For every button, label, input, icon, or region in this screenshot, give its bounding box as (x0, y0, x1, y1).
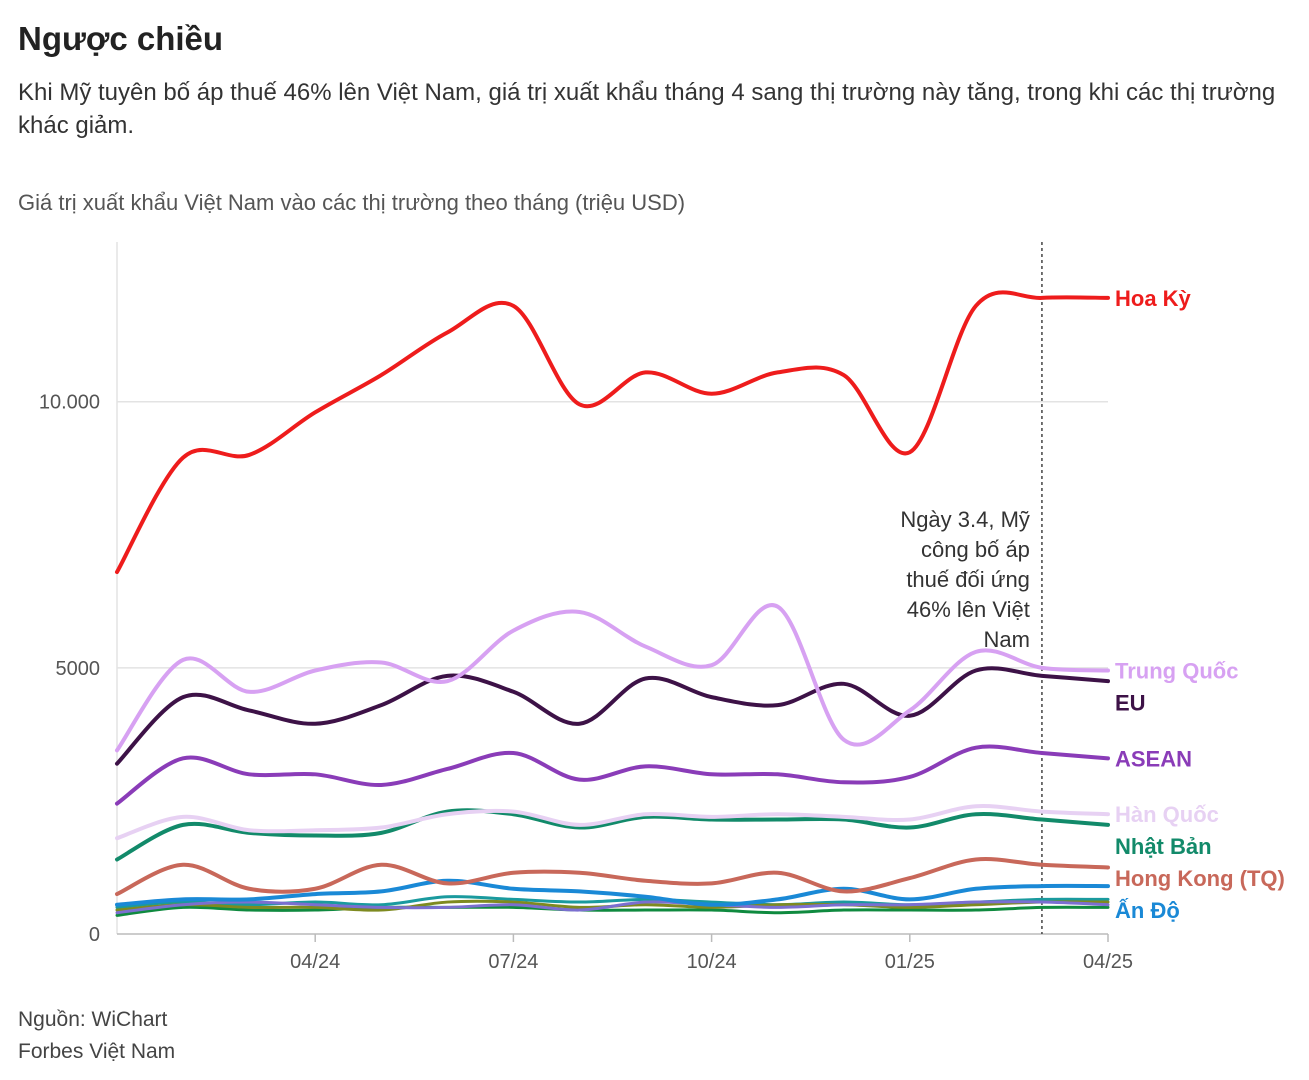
series-label: Hoa Kỳ (1115, 286, 1192, 311)
series-label: Hàn Quốc (1115, 802, 1219, 827)
series-label: ASEAN (1115, 746, 1192, 771)
series-line (115, 857, 1110, 897)
x-tick-label: 04/24 (290, 951, 340, 973)
series-label: Nhật Bản (1115, 834, 1212, 859)
series-label: Hong Kong (TQ) (1115, 866, 1285, 891)
series-line (115, 878, 1110, 907)
publisher-text: Forbes Việt Nam (18, 1040, 176, 1063)
series-line (115, 744, 1110, 806)
series-label: EU (1115, 691, 1146, 716)
x-tick-label: 10/24 (687, 951, 737, 973)
x-tick-label: 04/25 (1083, 951, 1133, 973)
line-chart: 0 5000 10.000 04/24 07/24 10/24 01/25 04/25 Ngày… (39, 242, 1285, 973)
y-tick-label: 0 (89, 924, 100, 946)
footer: Nguồn: WiChart Forbes Việt Nam (18, 1004, 175, 1068)
x-tick-label: 01/25 (885, 951, 935, 973)
series-line (115, 900, 1110, 915)
series-line (115, 290, 1110, 575)
y-tick-label: 5000 (56, 658, 101, 680)
series-line (115, 905, 1110, 917)
annotation-text: Ngày 3.4, Mỹ công bố áp thuế đối ứng 46% lê… (900, 507, 1030, 652)
source-text: Nguồn: WiChart (18, 1008, 168, 1031)
y-tick-label: 10.000 (39, 392, 100, 414)
chart-title: Ngược chiều (18, 20, 224, 57)
series-line (115, 804, 1110, 841)
series-label: Trung Quốc (1115, 659, 1238, 684)
series-label: Ấn Độ (1115, 898, 1180, 923)
series-line (115, 808, 1110, 862)
chart-subtitle: Khi Mỹ tuyên bố áp thuế 46% lên Việt Nam… (18, 79, 1276, 139)
series-line (115, 666, 1110, 766)
x-tick-label: 07/24 (488, 951, 538, 973)
series-line (115, 603, 1110, 753)
chart-description: Giá trị xuất khẩu Việt Nam vào các thị t… (18, 190, 686, 215)
